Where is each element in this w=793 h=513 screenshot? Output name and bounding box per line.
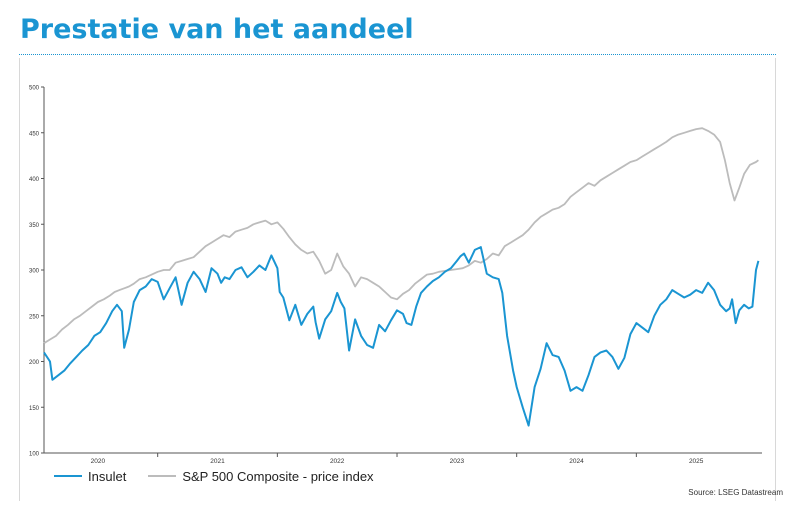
- x-tick-label: 2023: [450, 458, 465, 465]
- legend-swatch-insulet: [54, 475, 82, 477]
- y-tick-label: 450: [29, 131, 40, 137]
- legend: Insulet S&P 500 Composite - price index: [54, 468, 396, 484]
- series-line-insulet: [43, 246, 760, 427]
- page-title: Prestatie van het aandeel: [20, 14, 414, 45]
- y-tick-label: 200: [29, 360, 40, 366]
- y-tick-label: 400: [29, 177, 40, 183]
- y-tick-label: 350: [29, 223, 40, 229]
- series-lines: [43, 127, 760, 427]
- x-tick-label: 2020: [91, 458, 106, 465]
- x-tick-label: 2021: [210, 458, 225, 465]
- series-line-sp500: [43, 127, 759, 344]
- chart-frame: [19, 58, 776, 501]
- legend-label-insulet: Insulet: [88, 468, 127, 484]
- axes: 100 150 200 250 300 350 400 450 500 2020 2021 2022 2…: [29, 86, 762, 465]
- y-tick-label: 150: [29, 406, 40, 412]
- legend-item-sp500: S&P 500 Composite - price index: [148, 468, 374, 484]
- legend-swatch-sp500: [148, 475, 177, 477]
- y-tick-label: 500: [29, 86, 40, 92]
- legend-label-sp500: S&P 500 Composite - price index: [182, 468, 374, 484]
- y-tick-label: 250: [29, 314, 40, 320]
- title-divider: [19, 54, 776, 55]
- x-tick-label: 2022: [330, 458, 345, 465]
- source-note: Source: LSEG Datastream: [688, 488, 783, 497]
- x-tick-label: 2025: [689, 458, 704, 465]
- legend-item-insulet: Insulet: [54, 469, 126, 484]
- x-tick-label: 2024: [569, 458, 584, 465]
- y-tick-label: 300: [29, 269, 40, 275]
- y-tick-label: 100: [29, 452, 40, 458]
